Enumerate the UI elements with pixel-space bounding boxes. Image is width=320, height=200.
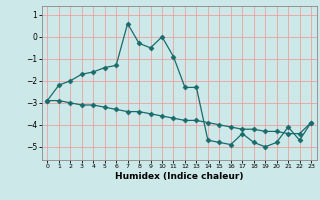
X-axis label: Humidex (Indice chaleur): Humidex (Indice chaleur)	[115, 172, 244, 181]
